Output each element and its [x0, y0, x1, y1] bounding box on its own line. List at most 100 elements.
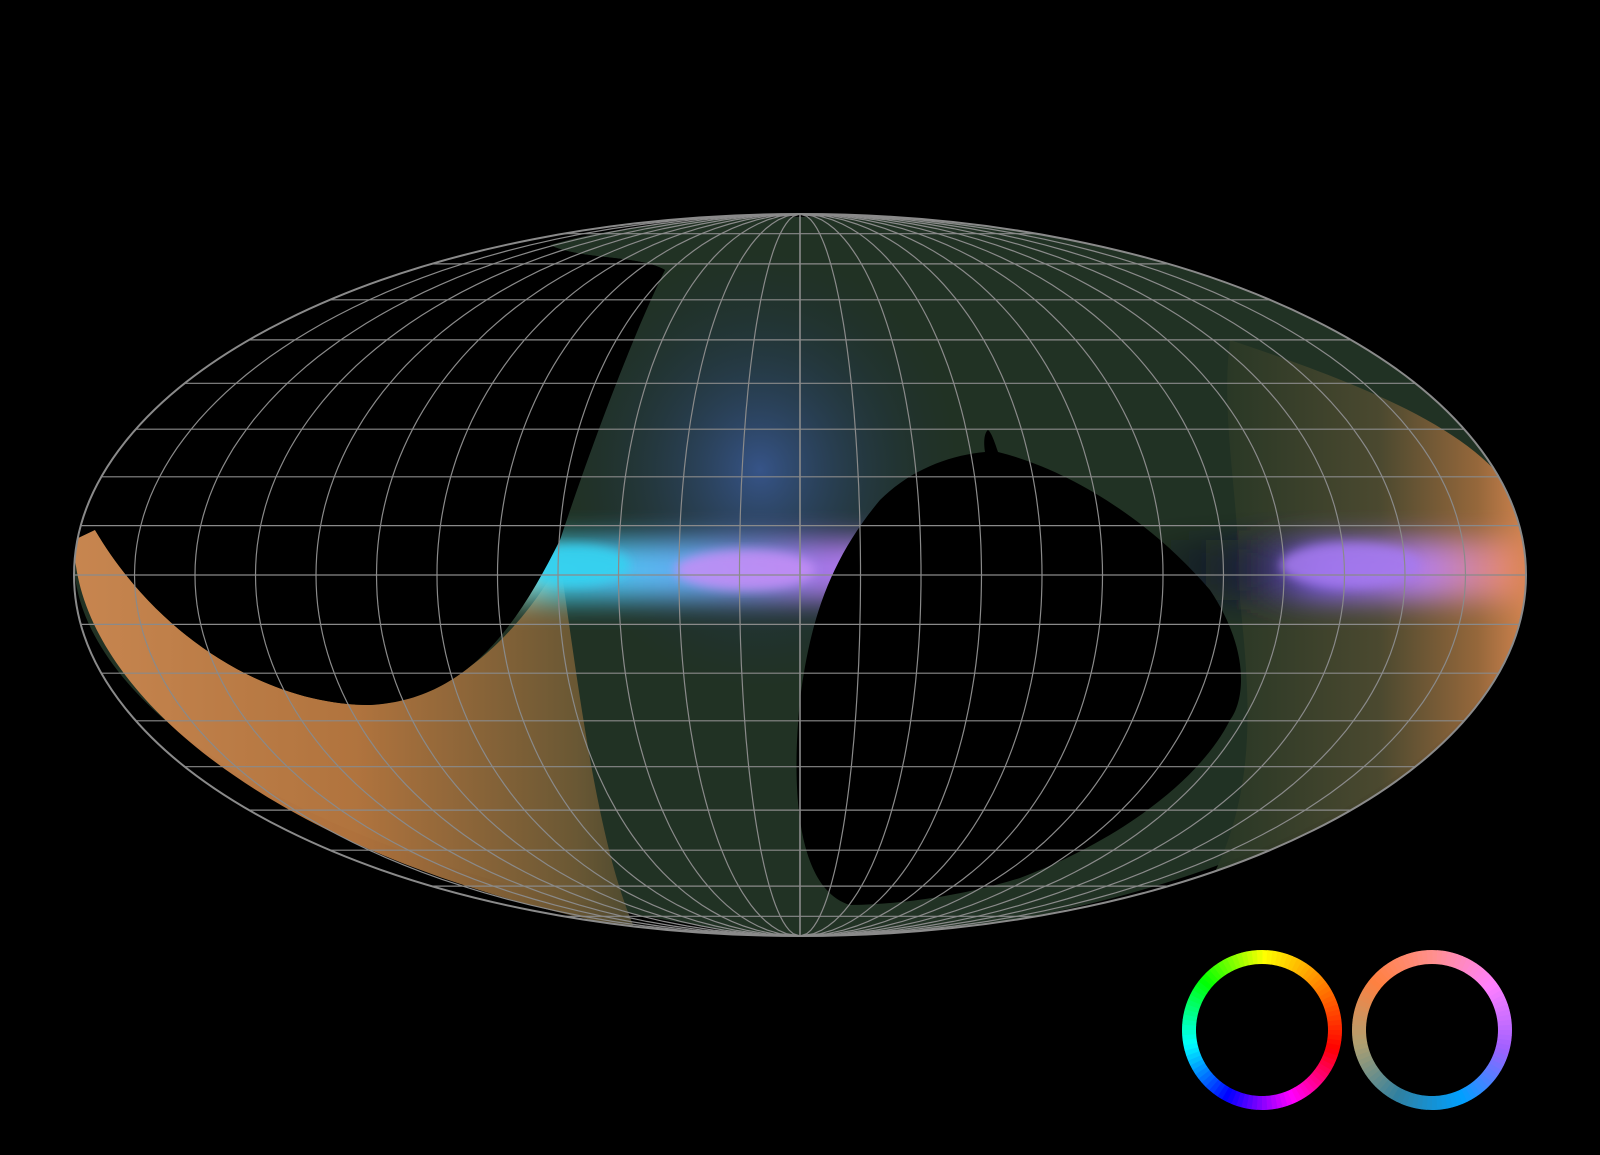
legend-ring-segment — [1212, 1082, 1226, 1097]
legend-ring-segment — [1322, 1051, 1338, 1062]
legend-ring-segment — [1192, 1062, 1208, 1075]
legend-ring-segment — [1290, 1087, 1302, 1102]
legend-ring-segment — [1286, 1089, 1298, 1105]
legend-ring-segment — [1314, 1066, 1329, 1080]
legend-ring-segment — [1251, 1095, 1258, 1110]
legend-ring-segment — [1396, 1088, 1407, 1104]
legend-ring-segment — [1387, 1084, 1400, 1100]
legend-ring-segment — [1294, 1084, 1307, 1100]
legend-ring-segment — [1324, 1047, 1340, 1057]
legend-ring-segment — [1235, 1092, 1245, 1108]
legend-ring-segment — [1481, 1070, 1496, 1084]
legend-ring-segment — [1495, 1009, 1511, 1018]
legend-ring-segment — [1226, 1088, 1237, 1104]
legend-ring-segment — [1387, 960, 1400, 976]
legend-ring-segment — [1378, 1079, 1392, 1094]
legend-ring-segment — [1486, 985, 1502, 998]
coverage-gap-east — [796, 430, 1242, 905]
legend-ring-segment — [1205, 1076, 1219, 1091]
hue-wheel-warm-cool — [1352, 950, 1512, 1110]
legend-ring-segment — [1182, 1038, 1198, 1046]
legend-ring-segment — [1213, 963, 1226, 978]
legend-ring-segment — [1236, 952, 1246, 968]
legend-ring-segment — [1298, 1082, 1311, 1097]
legend-ring-segment — [1486, 1062, 1502, 1075]
legend-ring-segment — [1209, 966, 1223, 981]
legend-ring-segment — [1484, 981, 1499, 994]
legend-ring-segment — [1287, 956, 1298, 972]
legend-ring-segment — [1326, 1038, 1342, 1047]
legend-ring-segment — [1305, 1076, 1319, 1091]
legend-ring-segment — [1356, 998, 1372, 1009]
legend-ring-segment — [1270, 1094, 1278, 1110]
legend-ring-segment — [1198, 1069, 1213, 1083]
legend-ring-segment — [1490, 1055, 1506, 1066]
legend-ring-segment — [1321, 994, 1337, 1006]
legend-ring-segment — [1471, 1079, 1485, 1094]
legend-ring-segment — [1468, 1082, 1481, 1097]
legend-ring-segment — [1449, 952, 1459, 968]
legend-ring-segment — [1411, 951, 1420, 967]
legend-ring-segment — [1375, 1076, 1389, 1091]
legend-ring-segment — [1371, 1073, 1386, 1087]
legend-ring-segment — [1186, 1050, 1202, 1061]
legend-ring-segment — [1325, 1009, 1341, 1018]
legend-ring-segment — [1241, 951, 1250, 967]
legend-ring-segment — [1400, 1090, 1411, 1106]
legend-ring-segment — [1362, 985, 1378, 998]
legend-ring-segment — [1298, 963, 1312, 978]
legend-ring-segment — [1245, 1094, 1254, 1110]
legend-ring-segment — [1484, 1066, 1499, 1080]
legend-ring-segment — [1195, 980, 1210, 994]
legend-ring-segment — [1240, 1093, 1250, 1109]
legend-ring-segment — [1183, 1008, 1199, 1018]
legend-ring-segment — [1198, 976, 1213, 990]
legend-ring-segment — [1319, 990, 1334, 1002]
galactic-plane-east-core — [1280, 543, 1420, 587]
legend-ring-segment — [1246, 950, 1254, 966]
legend-ring-segment — [1452, 1090, 1463, 1106]
legend-ring-segment — [1368, 976, 1383, 990]
legend-ring-segment — [1392, 958, 1404, 973]
legend-ring-segment — [1496, 1038, 1512, 1047]
galactic-plane-violet-core — [675, 550, 815, 590]
legend-ring-segment — [1365, 980, 1380, 994]
legend-ring-segment — [1294, 960, 1307, 976]
legend-ring-segment — [1301, 1079, 1315, 1094]
legend-ring-segment — [1496, 1014, 1512, 1022]
legend-ring-segment — [1365, 1066, 1380, 1079]
legend-ring-segment — [1461, 958, 1473, 974]
legend-ring-segment — [1305, 969, 1319, 984]
legend-ring-segment — [1230, 1090, 1241, 1106]
legend-ring-segment — [1410, 1093, 1420, 1109]
legend-ring-segment — [1464, 960, 1477, 976]
legend-ring-segment — [1270, 950, 1279, 966]
legend-ring-segment — [1382, 1082, 1396, 1097]
legend-ring-segment — [1489, 990, 1504, 1002]
legend-ring-segment — [1217, 960, 1230, 976]
legend-ring-segment — [1291, 958, 1303, 974]
legend-ring-segment — [1326, 1014, 1342, 1022]
legend-ring-segment — [1371, 973, 1386, 987]
legend-ring-segment — [1475, 969, 1489, 984]
legend-ring-segment — [1375, 969, 1389, 984]
legend-ring-segment — [1405, 1092, 1415, 1108]
legend-ring-segment — [1192, 985, 1208, 998]
legend-ring-segment — [1190, 989, 1206, 1001]
legend-ring-segment — [1415, 1094, 1424, 1110]
legend-ring-segment — [1464, 1084, 1477, 1100]
legend-ring-segment — [1440, 1094, 1448, 1110]
legend-ring-segment — [1231, 954, 1242, 970]
legend-ring-segment — [1478, 973, 1493, 987]
legend-ring-segment — [1357, 1054, 1373, 1066]
legend-ring-segment — [1354, 1003, 1370, 1013]
legend-ring-segment — [1314, 981, 1329, 994]
legend-ring-segment — [1190, 1058, 1205, 1070]
legend-ring-segment — [1440, 950, 1449, 966]
graticule-grid — [74, 214, 1526, 936]
legend-ring-segment — [1324, 1004, 1340, 1014]
legend-ring-segment — [1360, 1058, 1375, 1070]
legend-ring-segment — [1460, 1087, 1472, 1102]
legend-ring-segment — [1406, 952, 1416, 968]
